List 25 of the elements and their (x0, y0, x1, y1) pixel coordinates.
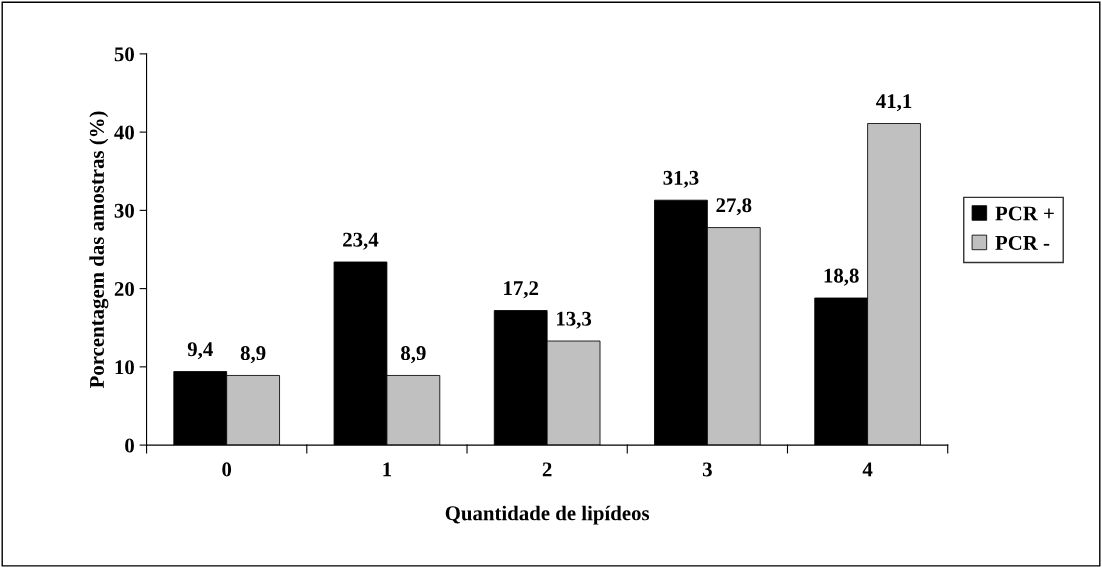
legend-label: PCR - (995, 235, 1050, 250)
x-axis-title: Quantidade de lipídeos (445, 505, 650, 525)
data-label: 17,2 (504, 281, 539, 299)
x-tick-label: 0 (222, 462, 232, 477)
data-label: 8,9 (240, 346, 266, 364)
data-label: 18,8 (824, 268, 859, 286)
y-tick-label: 10 (115, 360, 134, 375)
y-tick-label: 20 (114, 281, 134, 297)
legend-label: PCR + (995, 206, 1054, 221)
y-tick-label: 0 (125, 438, 134, 453)
x-tick-label: 2 (542, 462, 552, 477)
x-tick-label: 1 (383, 462, 392, 477)
data-label: 9,4 (187, 342, 213, 360)
x-tick-label: 4 (862, 462, 873, 477)
y-tick-label: 50 (114, 47, 134, 62)
data-label: 8,9 (401, 346, 426, 364)
data-label: 41,1 (876, 94, 912, 112)
x-tick-label: 3 (702, 462, 712, 477)
data-label: 27,8 (716, 198, 752, 216)
y-tick-label: 40 (114, 125, 134, 140)
y-tick-label: 30 (114, 203, 134, 218)
data-label: 31,3 (663, 170, 699, 188)
y-axis-title: Porcentagem das amostras (%) (89, 111, 109, 389)
data-label: 23,4 (343, 232, 379, 250)
data-label: 13,3 (557, 311, 592, 329)
